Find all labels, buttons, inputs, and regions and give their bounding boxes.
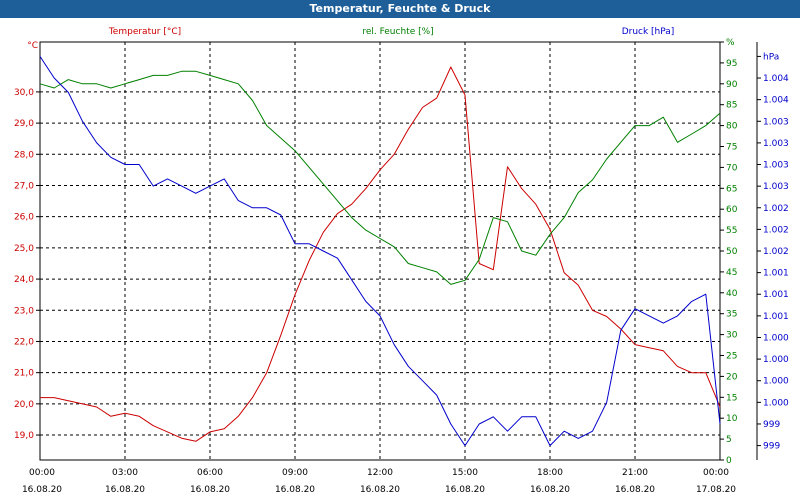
humidity-tick-label: 95 [726,59,737,69]
humidity-tick-label: 30 [726,331,738,341]
humidity-tick-label: 35 [726,310,737,320]
x-tick-date-label: 16.08.20 [445,485,485,495]
chart-title: Temperatur, Feuchte & Druck [0,0,800,18]
pressure-tick-label: 1.002 [763,225,789,235]
x-tick-date-label: 16.08.20 [615,485,655,495]
pressure-series-line [39,56,721,447]
axis-labels: 00:00 16.08.20 03:00 16.08.20 06:00 16.08.20 0… [14,38,789,495]
x-tick-date-label: 16.08.20 [105,485,145,495]
temperature-tick-label: 21,0 [14,369,34,379]
pressure-tick-label: 1.004 [763,96,789,106]
x-tick-time-label: 09:00 [282,468,308,478]
humidity-tick-label: 55 [726,226,737,236]
humidity-tick-label: 65 [726,184,737,194]
pressure-tick-label: 1.000 [763,377,789,387]
grid-lines [39,42,721,460]
pressure-tick-label: 1.000 [763,333,789,343]
humidity-tick-label: 15 [726,393,737,403]
temperature-series-label: Temperatur [°C] [108,27,181,37]
pressure-tick-label: 1.003 [763,139,789,149]
pressure-tick-label: 1.002 [763,204,789,214]
pressure-tick-label: 999 [763,442,780,452]
humidity-tick-label: 5 [726,435,732,445]
humidity-series-line [39,70,721,285]
humidity-tick-label: 85 [726,101,737,111]
humidity-tick-label: 80 [726,122,738,132]
pressure-series-label: Druck [hPa] [622,27,675,37]
humidity-tick-label: 25 [726,352,737,362]
pressure-tick-label: 1.001 [763,290,789,300]
temperature-tick-label: 26,0 [14,213,34,223]
temperature-tick-label: 22,0 [14,337,34,347]
humidity-tick-label: 20 [726,372,738,382]
temperature-tick-label: 23,0 [14,306,34,316]
pressure-tick-label: 1.001 [763,312,789,322]
x-tick-time-label: 21:00 [622,468,648,478]
humidity-tick-label: 90 [726,80,738,90]
x-tick-date-label: 16.08.20 [530,485,570,495]
temperature-tick-label: 27,0 [14,181,34,191]
weather-chart: 00:00 16.08.20 03:00 16.08.20 06:00 16.08.20 0… [14,27,789,495]
x-tick-time-label: 18:00 [537,468,563,478]
temperature-tick-label: 24,0 [14,275,34,285]
pressure-tick-label: 1.001 [763,269,789,279]
x-tick-date-label: 16.08.20 [190,485,230,495]
humidity-tick-label: % [726,38,735,48]
pressure-tick-label: 1.000 [763,355,789,365]
pressure-tick-label: 999 [763,420,780,430]
humidity-series-label: rel. Feuchte [%] [362,27,433,37]
humidity-tick-label: 50 [726,247,738,257]
axis-ticks [36,41,761,461]
series-lines [39,56,721,447]
x-tick-time-label: 06:00 [197,468,223,478]
x-tick-date-label: 16.08.20 [275,485,315,495]
x-tick-time-label: 00:00 [703,468,729,478]
temperature-tick-label: 19,0 [14,431,34,441]
humidity-tick-label: 45 [726,268,737,278]
temperature-series-line [40,66,721,442]
x-tick-date-label: 16.08.20 [360,485,400,495]
pressure-tick-label: 1.000 [763,398,789,408]
x-tick-time-label: 03:00 [112,468,138,478]
x-tick-date-label: 16.08.20 [22,485,62,495]
temperature-tick-label: 28,0 [14,150,34,160]
x-tick-date-label: 17.08.20 [696,485,736,495]
humidity-tick-label: 75 [726,143,737,153]
pressure-tick-label: 1.002 [763,247,789,257]
pressure-tick-label: hPa [763,52,779,62]
pressure-tick-label: 1.003 [763,182,789,192]
humidity-tick-label: 60 [726,205,738,215]
humidity-tick-label: 10 [726,414,738,424]
humidity-tick-label: 0 [726,456,732,466]
humidity-tick-label: 40 [726,289,738,299]
temperature-tick-label: 20,0 [14,400,34,410]
x-tick-time-label: 12:00 [367,468,393,478]
humidity-tick-label: 70 [726,163,738,173]
temperature-tick-label: 29,0 [14,119,34,129]
pressure-tick-label: 1.003 [763,117,789,127]
pressure-tick-label: 1.004 [763,74,789,84]
temperature-unit-label: °C [27,41,38,51]
x-tick-time-label: 00:00 [29,468,55,478]
x-tick-time-label: 15:00 [452,468,478,478]
temperature-tick-label: 25,0 [14,244,34,254]
pressure-tick-label: 1.003 [763,161,789,171]
temperature-tick-label: 30,0 [14,88,34,98]
